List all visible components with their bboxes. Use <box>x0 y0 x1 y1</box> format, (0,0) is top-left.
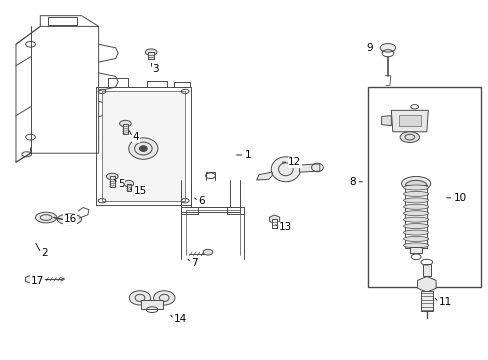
Bar <box>126 184 130 192</box>
Ellipse shape <box>403 192 428 197</box>
Ellipse shape <box>128 138 158 159</box>
Ellipse shape <box>403 243 428 248</box>
Bar <box>422 264 430 276</box>
Ellipse shape <box>57 214 81 225</box>
Ellipse shape <box>119 120 131 127</box>
Ellipse shape <box>401 176 430 191</box>
Bar <box>122 123 127 134</box>
Polygon shape <box>269 215 279 224</box>
Bar <box>148 52 154 59</box>
Text: 7: 7 <box>191 258 197 268</box>
Text: 12: 12 <box>287 157 301 167</box>
Ellipse shape <box>403 211 428 216</box>
Text: 10: 10 <box>453 193 466 203</box>
Polygon shape <box>256 172 272 180</box>
Bar <box>141 300 163 309</box>
Text: 14: 14 <box>174 314 187 324</box>
Text: 2: 2 <box>41 248 48 258</box>
Bar <box>420 292 432 311</box>
Text: 17: 17 <box>31 276 44 286</box>
Polygon shape <box>417 276 435 292</box>
Ellipse shape <box>139 146 147 152</box>
Bar <box>368 87 480 287</box>
Text: 6: 6 <box>198 197 204 206</box>
Ellipse shape <box>405 180 426 190</box>
Text: 16: 16 <box>63 214 77 224</box>
Ellipse shape <box>403 204 428 209</box>
Ellipse shape <box>35 212 57 223</box>
Polygon shape <box>390 111 427 132</box>
Ellipse shape <box>123 180 133 187</box>
Ellipse shape <box>403 237 428 242</box>
Text: 15: 15 <box>134 186 147 197</box>
Text: 1: 1 <box>244 150 251 160</box>
Ellipse shape <box>403 230 428 235</box>
Ellipse shape <box>403 185 428 190</box>
Text: 13: 13 <box>278 222 291 232</box>
Bar <box>110 176 115 187</box>
Text: 4: 4 <box>132 132 139 142</box>
Ellipse shape <box>106 173 118 180</box>
Text: 11: 11 <box>438 297 451 307</box>
Ellipse shape <box>403 217 428 222</box>
Ellipse shape <box>403 224 428 229</box>
Ellipse shape <box>399 132 419 143</box>
Bar <box>409 247 421 253</box>
Text: 8: 8 <box>349 177 356 187</box>
Ellipse shape <box>129 291 150 305</box>
Bar <box>47 17 77 24</box>
Text: 5: 5 <box>118 179 124 189</box>
Bar <box>102 91 185 201</box>
Bar <box>398 115 420 126</box>
Bar <box>405 185 426 248</box>
Ellipse shape <box>379 44 395 52</box>
Bar <box>272 219 277 228</box>
Polygon shape <box>381 116 390 126</box>
Ellipse shape <box>271 157 300 182</box>
Ellipse shape <box>203 249 212 255</box>
Ellipse shape <box>153 291 175 305</box>
Polygon shape <box>25 276 34 283</box>
Ellipse shape <box>403 198 428 203</box>
Text: 9: 9 <box>366 43 372 53</box>
Text: 3: 3 <box>152 64 159 74</box>
Polygon shape <box>299 164 319 172</box>
Ellipse shape <box>145 49 157 55</box>
